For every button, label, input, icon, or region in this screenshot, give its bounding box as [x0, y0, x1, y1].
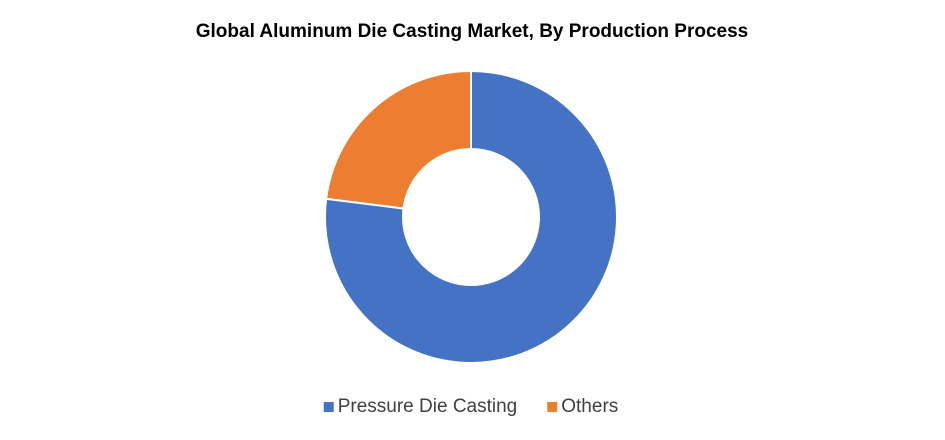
legend-swatch: [547, 402, 558, 412]
donut-slice: [324, 69, 618, 364]
chart-title: Global Aluminum Die Casting Market, By P…: [196, 21, 749, 42]
legend-swatch: [323, 402, 334, 412]
legend-label: Others: [561, 396, 618, 417]
donut-slice: [325, 69, 472, 210]
legend-label: Pressure Die Casting: [338, 396, 518, 417]
